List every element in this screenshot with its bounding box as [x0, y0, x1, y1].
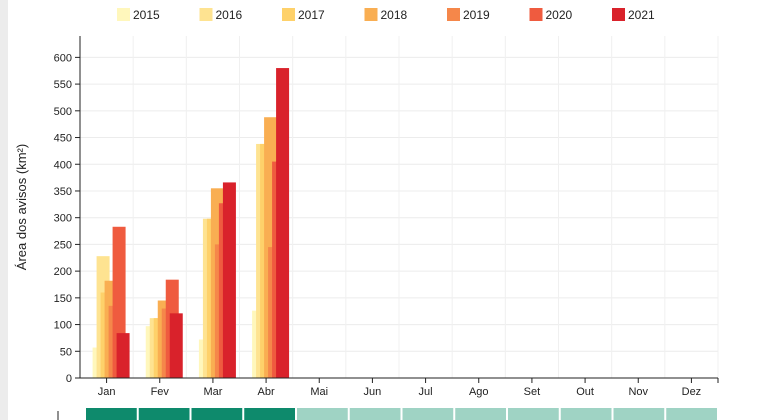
x-tick-label-Mar: Mar — [203, 386, 222, 398]
y-tick-label-150: 150 — [54, 293, 72, 305]
legend-label-2015: 2015 — [133, 8, 160, 22]
y-axis-label: Área dos avisos (km²) — [14, 144, 29, 270]
y-tick-label-550: 550 — [54, 79, 72, 91]
x-tick-label-Ago: Ago — [469, 386, 489, 398]
legend-label-2018: 2018 — [381, 8, 408, 22]
x-tick-label-Nov: Nov — [628, 386, 648, 398]
bar-2021-Fev — [169, 313, 183, 378]
month-status-Nov — [613, 408, 665, 420]
legend-swatch-2015 — [117, 8, 130, 21]
bar-2021-Abr — [276, 68, 290, 378]
y-tick-label-500: 500 — [54, 106, 72, 118]
legend-swatch-2018 — [364, 8, 378, 21]
legend-label-2019: 2019 — [463, 8, 490, 22]
month-status-Jan — [86, 408, 137, 420]
y-tick-label-400: 400 — [54, 159, 72, 171]
y-tick-label-200: 200 — [54, 266, 72, 278]
x-tick-label-Mai: Mai — [310, 386, 328, 398]
y-tick-label-450: 450 — [54, 133, 72, 145]
x-tick-label-Set: Set — [524, 386, 541, 398]
legend-swatch-2021 — [612, 8, 625, 21]
legend-label-2020: 2020 — [546, 8, 573, 22]
x-tick-label-Jan: Jan — [98, 386, 116, 398]
month-status-Dez — [666, 408, 717, 420]
month-status-Fev — [138, 408, 190, 420]
y-tick-label-350: 350 — [54, 186, 72, 198]
x-tick-label-Jun: Jun — [364, 386, 382, 398]
legend-label-2017: 2017 — [298, 8, 325, 22]
y-tick-label-50: 50 — [60, 346, 72, 358]
month-status-Mar — [191, 408, 243, 420]
legend-label-2021: 2021 — [628, 8, 655, 22]
month-status-Mai — [297, 408, 348, 420]
legend-swatch-2016 — [199, 8, 213, 21]
month-status-Abr — [244, 408, 295, 420]
legend-swatch-2019 — [447, 8, 460, 21]
y-tick-label-300: 300 — [54, 213, 72, 225]
x-tick-label-Jul: Jul — [419, 386, 433, 398]
legend-swatch-2017 — [282, 8, 295, 21]
legend-label-2016: 2016 — [216, 8, 243, 22]
month-status-Set — [508, 408, 559, 420]
month-status-Jun — [349, 408, 401, 420]
x-tick-label-Dez: Dez — [682, 386, 702, 398]
y-tick-label-600: 600 — [54, 52, 72, 64]
bar-2021-Jan — [116, 333, 130, 378]
y-tick-label-100: 100 — [54, 320, 72, 332]
y-tick-label-250: 250 — [54, 239, 72, 251]
bar-2021-Mar — [222, 182, 236, 378]
left-frame-edge — [0, 0, 8, 420]
x-tick-label-Out: Out — [576, 386, 594, 398]
legend-swatch-2020 — [529, 8, 543, 21]
y-tick-label-0: 0 — [66, 373, 72, 385]
x-tick-label-Fev: Fev — [151, 386, 170, 398]
month-status-Ago — [455, 408, 506, 420]
month-status-Jul — [402, 408, 454, 420]
month-status-Out — [560, 408, 612, 420]
x-tick-label-Abr: Abr — [258, 386, 275, 398]
